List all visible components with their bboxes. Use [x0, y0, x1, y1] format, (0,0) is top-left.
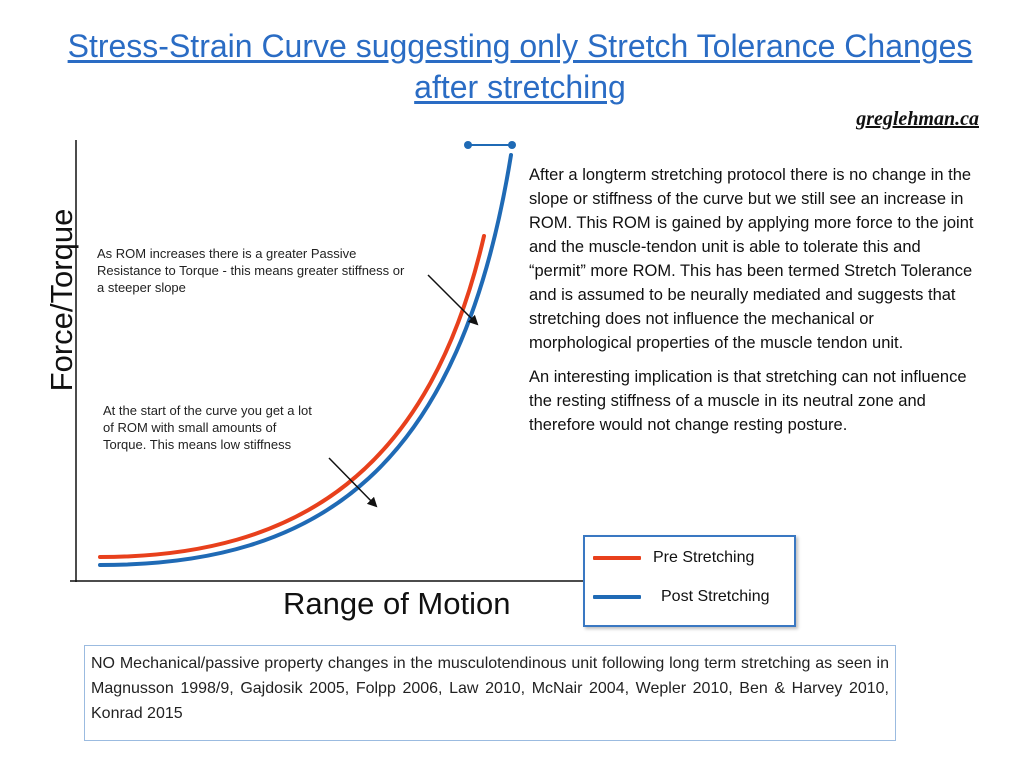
legend-swatch-post: [593, 595, 641, 599]
legend-item-pre: Pre Stretching: [593, 547, 754, 569]
post-stretching-curve: [98, 153, 513, 567]
legend-swatch-pre: [593, 556, 641, 560]
explanation-text: After a longterm stretching protocol the…: [529, 163, 974, 447]
annotation-steep-slope: As ROM increases there is a greater Pass…: [97, 246, 405, 295]
legend-label-post: Post Stretching: [661, 588, 770, 605]
upper-annotation-arrow: [427, 274, 479, 326]
site-credit: greglehman.ca: [856, 108, 979, 130]
references-box: NO Mechanical/passive property changes i…: [84, 645, 896, 741]
legend-label-pre: Pre Stretching: [653, 549, 755, 566]
explanation-paragraph-2: An interesting implication is that stret…: [529, 368, 967, 434]
explanation-paragraph-1: After a longterm stretching protocol the…: [529, 166, 974, 352]
slide-title: Stress-Strain Curve suggesting only Stre…: [67, 28, 973, 105]
pre-stretching-curve: [98, 234, 486, 559]
annotation-low-stiffness: At the start of the curve you get a lot …: [103, 403, 312, 452]
legend-item-post: Post Stretching: [593, 586, 770, 608]
rom-limit-marker-end: [508, 141, 516, 149]
x-axis-label: Range of Motion: [283, 586, 511, 621]
y-axis-label: Force/Torque: [44, 208, 79, 392]
rom-limit-marker-start: [464, 141, 472, 149]
lower-annotation-arrow: [328, 457, 378, 508]
legend: Pre Stretching Post Stretching: [583, 535, 796, 627]
